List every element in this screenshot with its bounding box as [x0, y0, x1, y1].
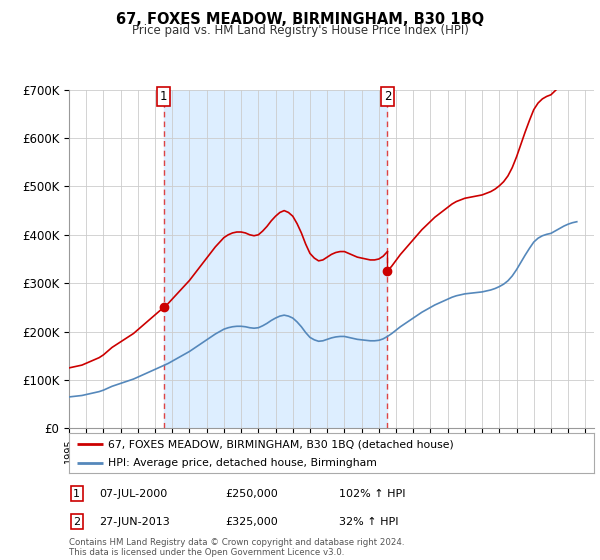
Bar — [164, 90, 388, 428]
Text: HPI: Average price, detached house, Birmingham: HPI: Average price, detached house, Birm… — [109, 458, 377, 468]
Text: 1: 1 — [73, 489, 80, 499]
Text: 32% ↑ HPI: 32% ↑ HPI — [339, 517, 398, 527]
Text: 2: 2 — [383, 90, 391, 102]
Text: 67, FOXES MEADOW, BIRMINGHAM, B30 1BQ: 67, FOXES MEADOW, BIRMINGHAM, B30 1BQ — [116, 12, 484, 27]
Text: 1: 1 — [160, 90, 167, 102]
Text: £250,000: £250,000 — [225, 489, 278, 499]
Text: Price paid vs. HM Land Registry's House Price Index (HPI): Price paid vs. HM Land Registry's House … — [131, 24, 469, 36]
Text: 102% ↑ HPI: 102% ↑ HPI — [339, 489, 406, 499]
Text: 67, FOXES MEADOW, BIRMINGHAM, B30 1BQ (detached house): 67, FOXES MEADOW, BIRMINGHAM, B30 1BQ (d… — [109, 439, 454, 449]
Text: 27-JUN-2013: 27-JUN-2013 — [99, 517, 170, 527]
Text: Contains HM Land Registry data © Crown copyright and database right 2024.
This d: Contains HM Land Registry data © Crown c… — [69, 538, 404, 557]
Text: 2: 2 — [73, 517, 80, 527]
Text: £325,000: £325,000 — [225, 517, 278, 527]
Text: 07-JUL-2000: 07-JUL-2000 — [99, 489, 167, 499]
